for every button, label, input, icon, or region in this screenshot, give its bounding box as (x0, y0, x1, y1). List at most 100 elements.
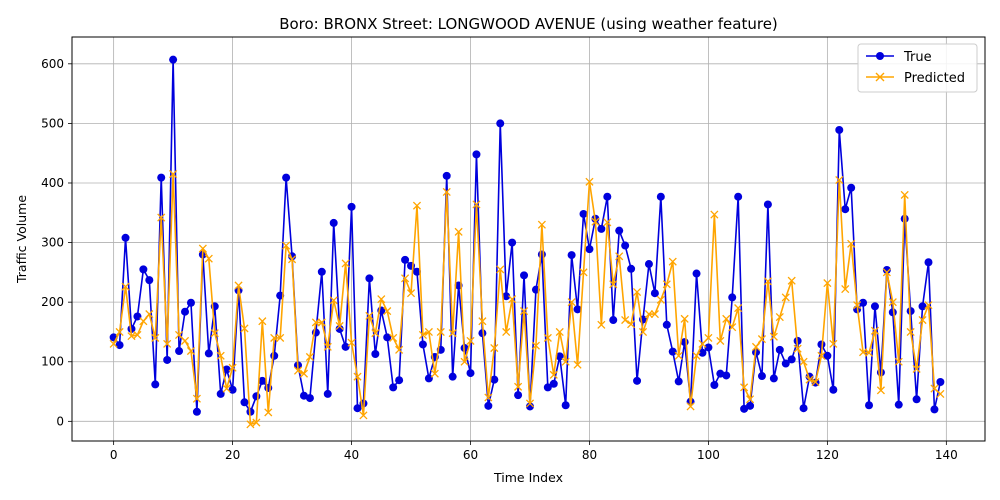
y-tick-label: 500 (41, 116, 64, 130)
point-true (621, 241, 630, 250)
point-true (222, 365, 231, 374)
point-predicted (757, 335, 767, 344)
point-predicted (418, 330, 427, 339)
point-true (900, 214, 909, 223)
point-predicted (704, 333, 713, 342)
legend-label-predicted: Predicted (904, 71, 965, 86)
point-predicted (722, 314, 731, 323)
point-predicted (210, 329, 219, 338)
point-predicted (335, 321, 344, 331)
point-true (674, 377, 683, 386)
x-tick-label: 80 (582, 448, 597, 462)
point-predicted (585, 177, 594, 186)
point-predicted (514, 382, 523, 391)
point-true (668, 347, 677, 356)
point-predicted (549, 370, 558, 379)
point-true (930, 405, 939, 414)
point-predicted (936, 389, 945, 398)
point-predicted (734, 304, 743, 313)
point-predicted (157, 213, 166, 222)
point-predicted (323, 342, 332, 351)
point-predicted (145, 310, 154, 319)
point-predicted (216, 351, 225, 360)
point-true (865, 401, 874, 410)
point-predicted (299, 369, 309, 378)
point-predicted (383, 307, 392, 316)
point-predicted (282, 241, 291, 250)
point-predicted (686, 402, 695, 411)
point-predicted (716, 336, 725, 345)
point-true (329, 218, 338, 227)
point-true (127, 324, 136, 333)
point-predicted (478, 317, 487, 326)
point-predicted (454, 227, 463, 236)
y-axis-ticks: 0 100 200 300 400 500 600 (41, 57, 72, 428)
point-true (543, 383, 552, 392)
point-true (870, 302, 879, 311)
point-true (537, 250, 546, 259)
point-predicted (710, 210, 719, 219)
point-predicted (401, 274, 410, 283)
point-true (133, 312, 142, 321)
point-true (746, 401, 755, 410)
point-predicted (775, 312, 784, 322)
point-true (710, 380, 719, 389)
x-axis-ticks: 0 20 40 60 80 100 120 140 (110, 441, 958, 462)
x-tick-label: 100 (697, 448, 720, 462)
series-predicted (109, 169, 945, 429)
point-predicted (882, 268, 891, 277)
point-true (121, 233, 130, 242)
point-predicted (876, 386, 885, 395)
point-true (192, 407, 201, 416)
point-predicted (198, 244, 207, 253)
series-true (109, 55, 945, 416)
legend: True Predicted (857, 43, 978, 93)
point-predicted (763, 277, 772, 286)
point-predicted (496, 265, 505, 274)
point-true (252, 392, 261, 401)
point-predicted (609, 280, 618, 289)
point-predicted (561, 357, 570, 366)
point-true (389, 383, 398, 392)
point-predicted (644, 310, 654, 319)
point-predicted (769, 332, 778, 341)
point-true (169, 55, 178, 64)
point-true (787, 355, 796, 364)
point-true (823, 351, 832, 360)
point-predicted (472, 200, 481, 209)
point-predicted (460, 357, 469, 366)
point-predicted (674, 351, 683, 360)
point-predicted (805, 375, 814, 384)
point-true (609, 316, 618, 325)
point-true (395, 376, 404, 385)
point-true (157, 173, 166, 182)
point-true (305, 394, 314, 403)
point-true (692, 269, 701, 278)
point-true (151, 380, 160, 389)
point-predicted (252, 418, 261, 427)
point-true (603, 192, 612, 201)
y-tick-label: 600 (41, 57, 64, 71)
point-true (662, 320, 671, 329)
point-true (847, 183, 856, 192)
point-true (704, 343, 713, 352)
point-predicted (347, 338, 356, 347)
point-predicted (847, 239, 856, 248)
point-predicted (442, 187, 451, 196)
legend-marker-predicted (875, 72, 885, 82)
point-predicted (864, 348, 874, 357)
point-true (722, 371, 731, 380)
point-predicted (240, 324, 249, 333)
point-predicted (573, 360, 582, 369)
x-tick-label: 140 (935, 448, 958, 462)
point-true (502, 292, 511, 301)
point-predicted (139, 317, 148, 326)
point-predicted (799, 357, 808, 366)
point-predicted (555, 327, 564, 337)
point-predicted (484, 393, 493, 402)
point-predicted (894, 357, 903, 366)
point-predicted (841, 284, 850, 294)
point-predicted (270, 333, 279, 342)
point-predicted (787, 276, 796, 285)
